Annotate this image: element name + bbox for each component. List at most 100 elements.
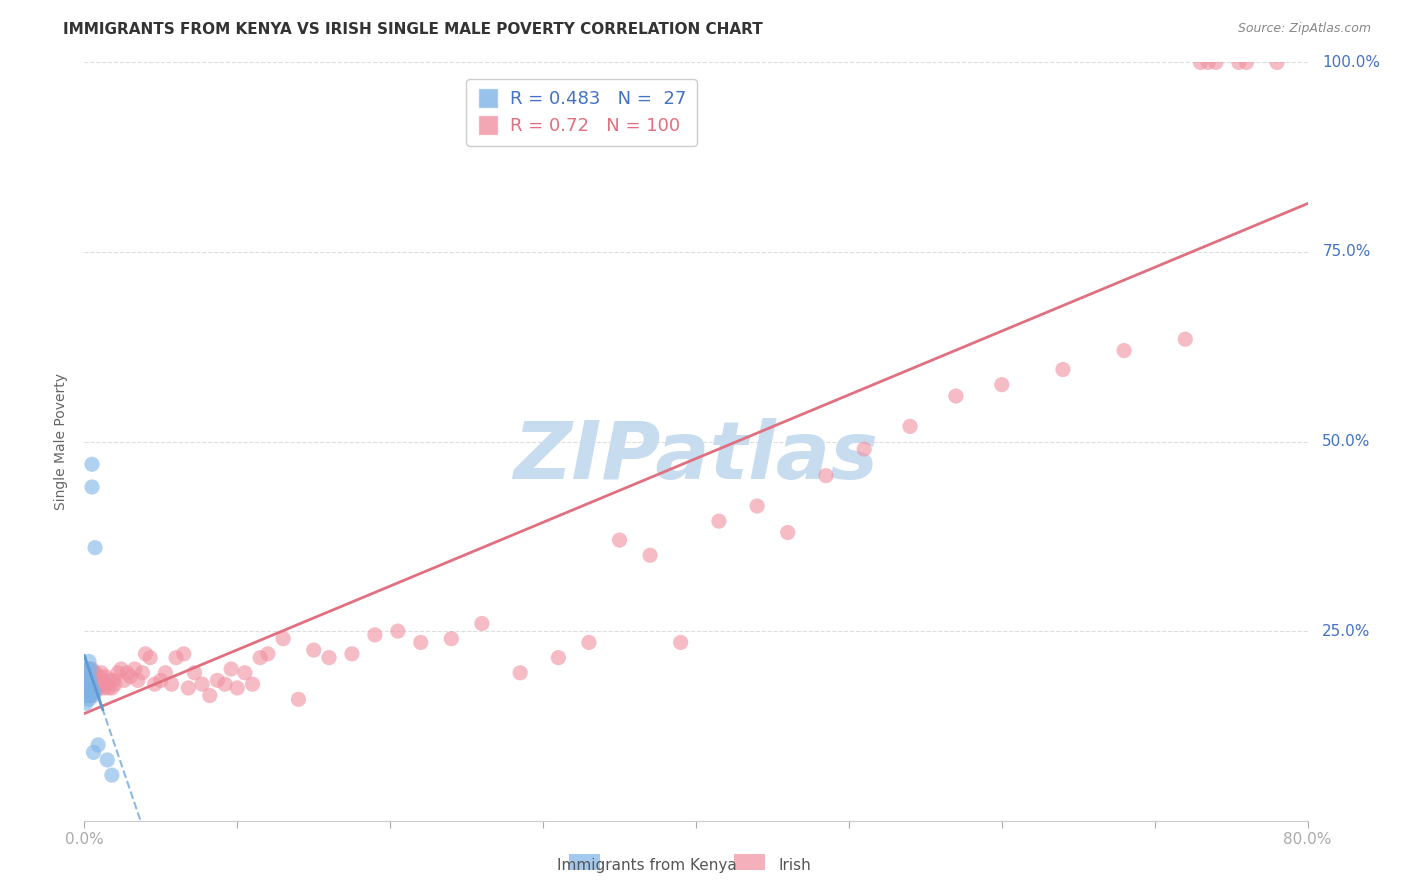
Point [84, 665, 107, 680]
Text: 50.0%: 50.0% [1322, 434, 1371, 449]
Point [364, 628, 387, 642]
Point [79, 681, 101, 695]
Point [1189, 55, 1212, 70]
Point [79, 689, 101, 703]
Point [79, 669, 101, 683]
Point [93, 681, 115, 695]
Point [91, 673, 114, 688]
Point [104, 677, 127, 691]
Point [287, 692, 309, 706]
Point [302, 643, 325, 657]
Point [103, 673, 125, 688]
Bar [569, 854, 600, 870]
Point [97, 681, 120, 695]
Point [75, 689, 97, 703]
Point [110, 662, 132, 676]
Point [80, 681, 103, 695]
Point [75, 696, 97, 710]
Point [87, 673, 110, 688]
Point [177, 681, 200, 695]
Point [76, 662, 98, 676]
Point [219, 662, 242, 676]
Text: 75.0%: 75.0% [1322, 244, 1371, 260]
Point [84, 541, 107, 555]
Point [76, 665, 98, 680]
Point [271, 632, 294, 646]
Point [747, 499, 769, 513]
Point [387, 624, 409, 639]
Point [198, 689, 221, 703]
Point [89, 669, 111, 683]
Point [547, 650, 569, 665]
Point [98, 673, 121, 688]
Text: ZIPatlas: ZIPatlas [513, 417, 879, 496]
Point [87, 738, 110, 752]
Point [340, 647, 363, 661]
Point [101, 768, 124, 782]
Text: Source: ZipAtlas.com: Source: ZipAtlas.com [1237, 22, 1371, 36]
Point [945, 389, 967, 403]
Point [76, 669, 98, 683]
Point [127, 673, 149, 688]
Text: 25.0%: 25.0% [1322, 624, 1371, 639]
Point [96, 753, 118, 767]
Point [207, 673, 229, 688]
Point [107, 665, 129, 680]
Point [165, 650, 187, 665]
Point [1236, 55, 1258, 70]
Point [87, 677, 110, 691]
Y-axis label: Single Male Poverty: Single Male Poverty [55, 373, 69, 510]
Point [183, 665, 205, 680]
Point [143, 677, 166, 691]
Point [84, 681, 107, 695]
Point [77, 655, 100, 669]
Point [160, 677, 183, 691]
Bar [734, 854, 765, 870]
Point [776, 525, 799, 540]
Point [80, 662, 103, 676]
Point [79, 681, 101, 695]
Point [83, 746, 105, 760]
Legend: R = 0.483   N =  27, R = 0.72   N = 100: R = 0.483 N = 27, R = 0.72 N = 100 [467, 79, 697, 145]
Point [233, 665, 256, 680]
Point [409, 635, 432, 649]
Point [79, 662, 101, 676]
Point [638, 548, 661, 563]
Point [77, 673, 100, 688]
Point [101, 681, 124, 695]
Point [249, 650, 271, 665]
Point [991, 377, 1014, 392]
Point [86, 677, 108, 691]
Text: 100.0%: 100.0% [1322, 55, 1381, 70]
Point [77, 685, 100, 699]
Point [90, 665, 112, 680]
Point [120, 669, 142, 683]
Point [80, 458, 103, 472]
Text: Irish: Irish [778, 858, 811, 872]
Point [79, 673, 101, 688]
Point [83, 677, 105, 691]
Point [84, 685, 107, 699]
Point [173, 647, 195, 661]
Point [1227, 55, 1250, 70]
Point [89, 681, 111, 695]
Point [149, 673, 172, 688]
Point [131, 665, 153, 680]
Point [77, 689, 100, 703]
Point [1114, 343, 1136, 358]
Point [609, 533, 631, 548]
Point [94, 669, 117, 683]
Point [155, 665, 177, 680]
Point [509, 665, 531, 680]
Text: IMMIGRANTS FROM KENYA VS IRISH SINGLE MALE POVERTY CORRELATION CHART: IMMIGRANTS FROM KENYA VS IRISH SINGLE MA… [63, 22, 763, 37]
Point [1052, 362, 1074, 376]
Point [83, 681, 105, 695]
Point [76, 689, 98, 703]
Point [124, 662, 146, 676]
Point [257, 647, 280, 661]
Point [1265, 55, 1288, 70]
Point [214, 677, 236, 691]
Point [84, 677, 107, 691]
Point [93, 677, 115, 691]
Point [80, 665, 103, 680]
